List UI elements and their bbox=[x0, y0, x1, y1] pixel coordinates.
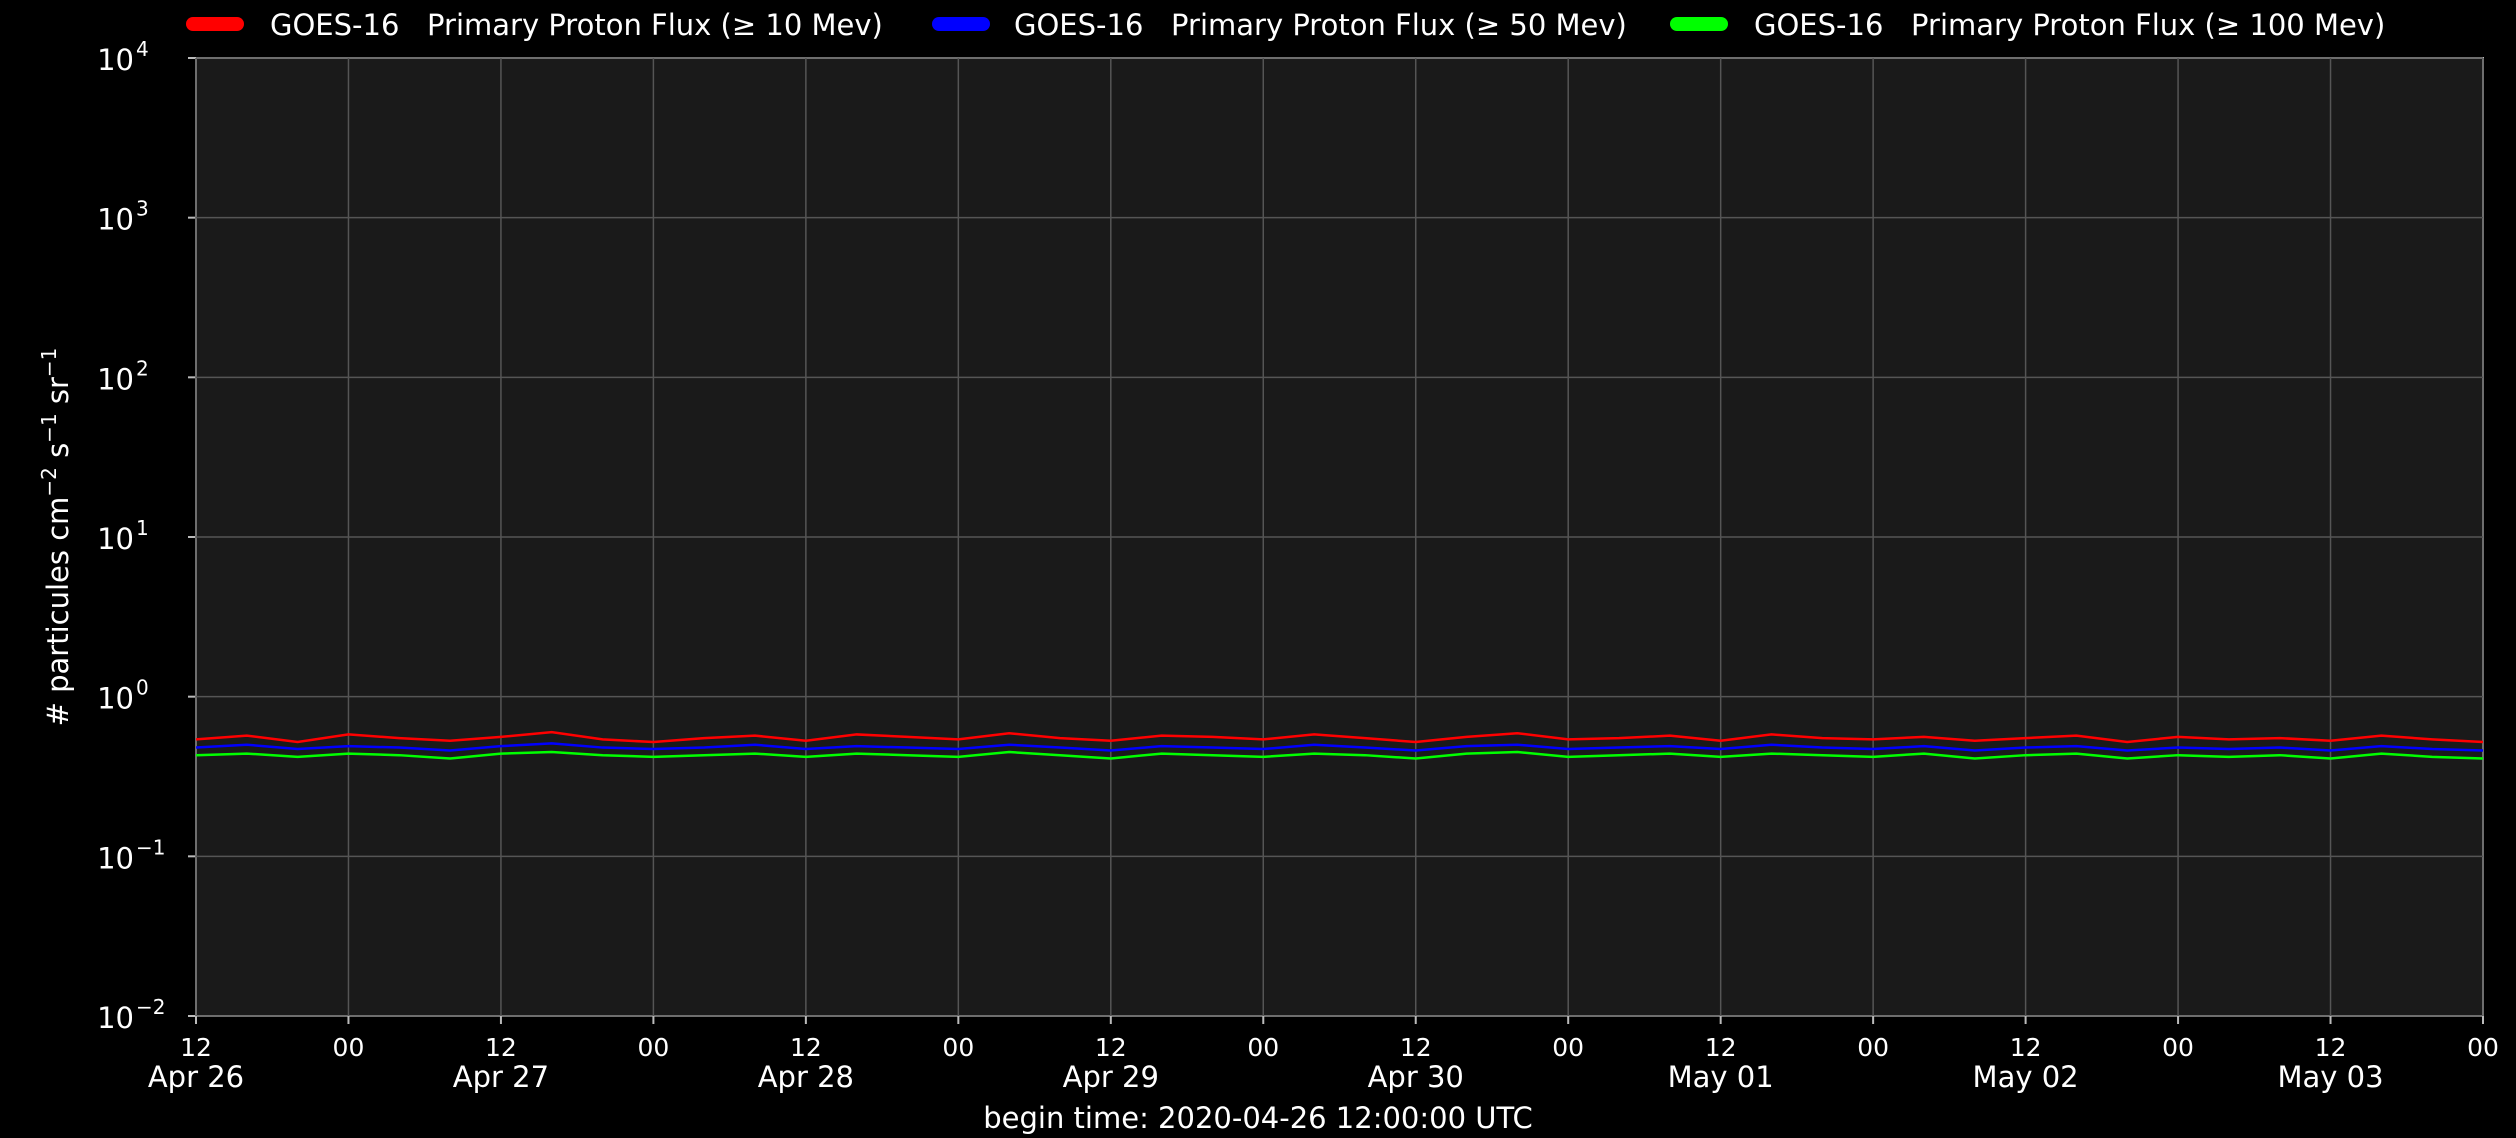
x-tick-label: 12 bbox=[2010, 1033, 2042, 1062]
y-tick-exponent: 0 bbox=[136, 676, 149, 700]
x-tick-date: Apr 29 bbox=[1063, 1060, 1159, 1094]
x-tick-label: 00 bbox=[1552, 1033, 1584, 1062]
y-tick-exponent: 3 bbox=[136, 197, 149, 221]
x-tick-date: May 02 bbox=[1973, 1060, 2079, 1094]
y-tick-exponent: 2 bbox=[136, 356, 149, 380]
y-axis-label-part: # particules cm bbox=[41, 497, 75, 727]
x-tick-label: 12 bbox=[1705, 1033, 1737, 1062]
y-tick-label: 10 bbox=[97, 1001, 134, 1035]
y-tick-exponent: 1 bbox=[136, 516, 149, 540]
legend-label: GOES-16 Primary Proton Flux (≥ 10 Mev) bbox=[270, 8, 883, 42]
y-tick-label: 10 bbox=[97, 522, 134, 556]
series-line bbox=[195, 742, 2484, 752]
x-tick-label: 00 bbox=[2467, 1033, 2499, 1062]
y-tick-label: 10 bbox=[97, 43, 134, 77]
series-line bbox=[195, 750, 2484, 760]
x-tick-label: 00 bbox=[1857, 1033, 1889, 1062]
x-tick-label: 12 bbox=[180, 1033, 212, 1062]
x-tick-date: Apr 28 bbox=[758, 1060, 854, 1094]
y-tick-label: 10 bbox=[97, 362, 134, 396]
x-tick-label: 12 bbox=[1400, 1033, 1432, 1062]
x-tick-label: 00 bbox=[1247, 1033, 1279, 1062]
y-axis-label: # particules cm−2 s−1 sr−1 bbox=[37, 348, 75, 727]
x-tick-label: 00 bbox=[2162, 1033, 2194, 1062]
y-axis-label-sup: −2 bbox=[37, 467, 61, 496]
y-tick-label: 10 bbox=[97, 203, 134, 237]
y-axis-label-sup: −1 bbox=[37, 413, 61, 442]
x-tick-date: Apr 30 bbox=[1368, 1060, 1464, 1094]
y-tick-label: 10 bbox=[97, 682, 134, 716]
x-tick-date: May 03 bbox=[2277, 1060, 2383, 1094]
x-tick-label: 12 bbox=[2315, 1033, 2347, 1062]
legend-label: GOES-16 Primary Proton Flux (≥ 100 Mev) bbox=[1754, 8, 2385, 42]
y-tick-exponent: −1 bbox=[136, 835, 165, 859]
x-tick-label: 12 bbox=[790, 1033, 822, 1062]
series-line bbox=[195, 730, 2484, 744]
x-tick-label: 00 bbox=[942, 1033, 974, 1062]
x-tick-label: 12 bbox=[1095, 1033, 1127, 1062]
y-tick-exponent: 4 bbox=[136, 37, 149, 61]
legend-label: GOES-16 Primary Proton Flux (≥ 50 Mev) bbox=[1014, 8, 1627, 42]
x-tick-label: 00 bbox=[333, 1033, 365, 1062]
y-axis-label-sup: −1 bbox=[37, 348, 61, 377]
y-axis-label-part: sr bbox=[41, 377, 75, 413]
x-axis-label: begin time: 2020-04-26 12:00:00 UTC bbox=[983, 1101, 1533, 1135]
x-tick-label: 00 bbox=[637, 1033, 669, 1062]
y-tick-label: 10 bbox=[97, 841, 134, 875]
x-tick-date: Apr 26 bbox=[148, 1060, 244, 1094]
y-axis-label-part: s bbox=[41, 443, 75, 467]
x-tick-date: May 01 bbox=[1668, 1060, 1774, 1094]
y-tick-exponent: −2 bbox=[136, 995, 165, 1019]
x-tick-date: Apr 27 bbox=[453, 1060, 549, 1094]
x-tick-label: 12 bbox=[485, 1033, 517, 1062]
